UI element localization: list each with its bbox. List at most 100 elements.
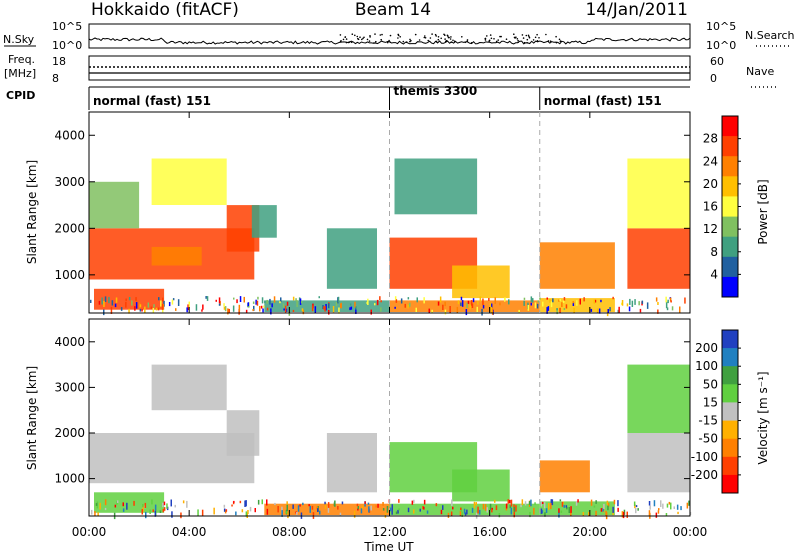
speckle-mark: [253, 305, 255, 311]
speckle-mark: [491, 507, 493, 510]
speckle-mark: [152, 509, 154, 512]
speckle-mark: [297, 505, 300, 512]
speckle-mark: [233, 500, 235, 504]
speckle-mark: [356, 503, 359, 507]
speckle-mark: [471, 507, 474, 513]
colorbar-tick-label: 50: [703, 377, 718, 391]
heatmap-cell: [151, 246, 202, 266]
speckle-mark: [349, 307, 351, 311]
nsearch-dot: [517, 41, 519, 43]
colorbar-tick-label: 24: [703, 154, 718, 168]
speckle-mark: [576, 300, 578, 306]
nsearch-dot: [559, 40, 562, 42]
speckle-mark: [301, 308, 304, 312]
speckle-mark: [386, 505, 389, 513]
speckle-mark: [231, 504, 233, 507]
speckle-mark: [550, 503, 552, 510]
speckle-mark: [466, 302, 468, 309]
nsearch-dot: [397, 34, 400, 36]
speckle-mark: [227, 308, 229, 315]
speckle-mark: [561, 302, 563, 307]
x-tick-label: 08:00: [272, 525, 307, 539]
speckle-mark: [357, 508, 359, 511]
speckle-mark: [302, 309, 305, 315]
speckle-mark: [379, 296, 381, 300]
speckle-mark: [353, 510, 356, 518]
colorbar-tick-label: -200: [691, 468, 718, 482]
nsearch-dot: [522, 37, 525, 39]
speckle-mark: [570, 509, 572, 517]
nsearch-dot: [344, 36, 347, 38]
x-tick-label: 12:00: [372, 525, 407, 539]
nave-label: Nave: [746, 65, 774, 78]
speckle-mark: [513, 506, 516, 512]
speckle-mark: [607, 505, 609, 511]
nsearch-dot: [528, 36, 531, 39]
heatmap-cell: [539, 460, 590, 493]
speckle-mark: [541, 510, 544, 514]
speckle-mark: [534, 502, 536, 505]
speckle-mark: [673, 506, 675, 509]
speckle-mark: [633, 501, 636, 506]
nsearch-dot: [528, 35, 530, 38]
speckle-mark: [319, 510, 321, 515]
speckle-mark: [361, 505, 364, 509]
speckle-mark: [172, 298, 175, 301]
speckle-mark: [423, 499, 426, 505]
colorbar-tick-label: -15: [698, 414, 718, 428]
mode-markers: [389, 112, 541, 516]
colorbar-tick-label: 200: [695, 341, 718, 355]
speckle-mark: [154, 504, 157, 511]
nsky-line: [88, 37, 691, 45]
speckle-mark: [669, 297, 672, 302]
nsearch-dot: [449, 38, 452, 40]
speckle-mark: [283, 308, 285, 311]
nsearch-dot: [526, 42, 528, 44]
speckle-mark: [552, 298, 554, 303]
speckle-mark: [270, 308, 272, 315]
colorbar-swatch: [722, 348, 738, 367]
colorbar-swatch: [722, 384, 738, 403]
velocity-yaxis: 1000 2000 3000 4000: [54, 335, 690, 486]
speckle-mark: [238, 304, 241, 312]
speckle-mark: [413, 509, 415, 514]
speckle-mark: [413, 499, 415, 503]
speckle-mark: [223, 504, 226, 508]
speckle-mark: [337, 506, 339, 510]
speckle-mark: [490, 303, 493, 308]
nsearch-dot: [536, 40, 539, 42]
colorbar-swatch: [722, 236, 738, 258]
nsearch-dot: [440, 37, 443, 40]
speckle-mark: [470, 300, 473, 306]
speckle-mark: [558, 299, 560, 302]
speckle-mark: [162, 303, 165, 310]
speckle-mark: [259, 306, 261, 312]
nsearch-dot: [374, 33, 376, 35]
speckle-mark: [131, 300, 133, 306]
nsearch-dot: [437, 36, 440, 38]
speckle-mark: [490, 306, 493, 313]
speckle-mark: [539, 297, 541, 300]
speckle-mark: [621, 511, 624, 518]
nsearch-dot: [339, 34, 342, 36]
speckle-mark: [398, 508, 400, 511]
speckle-mark: [575, 501, 578, 506]
speckle-mark: [266, 299, 268, 304]
nsearch-dot: [444, 34, 446, 36]
speckle-mark: [158, 297, 160, 301]
speckle-mark: [174, 504, 176, 508]
speckle-mark: [613, 499, 616, 505]
speckle-mark: [323, 306, 325, 310]
speckle-mark: [233, 297, 235, 300]
speckle-mark: [263, 305, 265, 308]
speckle-mark: [459, 510, 462, 517]
nsearch-dot: [555, 35, 557, 38]
colorbar-frame: [721, 329, 739, 494]
speckle-mark: [287, 511, 289, 519]
speckle-mark: [440, 509, 443, 515]
speckle-mark: [280, 297, 282, 302]
nsearch-dot: [523, 41, 526, 44]
speckle-mark: [223, 508, 226, 512]
speckle-mark: [135, 297, 137, 301]
nsearch-dot: [470, 42, 473, 44]
